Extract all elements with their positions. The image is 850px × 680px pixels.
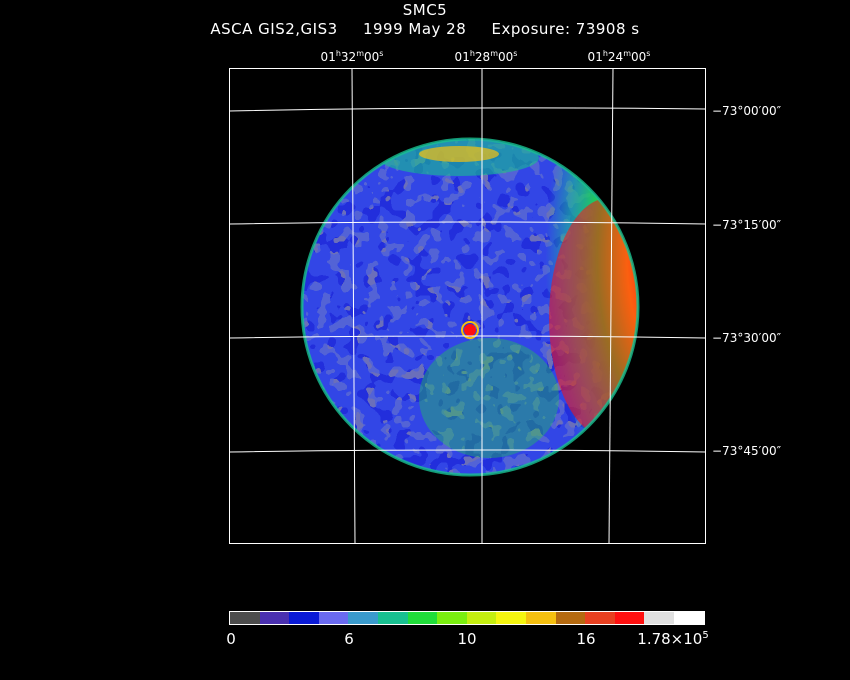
scale-label: 10 [457,630,477,648]
instrument-label: ASCA GIS2,GIS3 [210,20,338,38]
sky-image-plot [229,68,706,544]
color-scale-swatch [644,612,674,624]
dec-tick-label: −73°30′00″ [712,331,782,345]
color-scale-swatch [259,612,290,624]
ra-tick-label: 01h32m00s [320,49,384,64]
color-scale-swatch [614,612,645,624]
color-scale-swatch [466,612,497,624]
detector-rim [300,137,640,477]
image-title: SMC5 [402,1,448,19]
color-scale-swatch [437,612,467,624]
ra-tick-label: 01h24m00s [587,49,651,64]
color-scale-swatch [377,612,408,624]
color-scale-swatch [348,612,378,624]
dec-tick-label: −73°45′00″ [712,444,782,458]
coordinate-grid [229,68,706,544]
scale-label: 6 [344,630,354,648]
color-scale-swatch [673,612,704,624]
scale-label: 0 [226,630,236,648]
ra-tick-label: 01h28m00s [454,49,518,64]
color-scale-swatch [585,612,615,624]
detector-field [302,139,638,475]
color-scale-swatch [525,612,556,624]
color-scale-swatch [407,612,438,624]
exposure-label: Exposure: 73908 s [491,20,640,38]
observation-info: ASCA GIS2,GIS3 1999 May 28 Exposure: 739… [0,20,850,38]
date-label: 1999 May 28 [362,20,467,38]
color-scale-swatch [496,612,526,624]
scale-label: 16 [576,630,596,648]
color-scale-bar [229,611,705,625]
color-scale-swatch [289,612,319,624]
color-scale-swatch [230,612,260,624]
dec-tick-label: −73°00′00″ [712,104,782,118]
color-scale-swatch [555,612,586,624]
color-scale-swatch [318,612,349,624]
dec-tick-label: −73°15′00″ [712,218,782,232]
scale-max-label: 1.78×105 [637,630,709,648]
